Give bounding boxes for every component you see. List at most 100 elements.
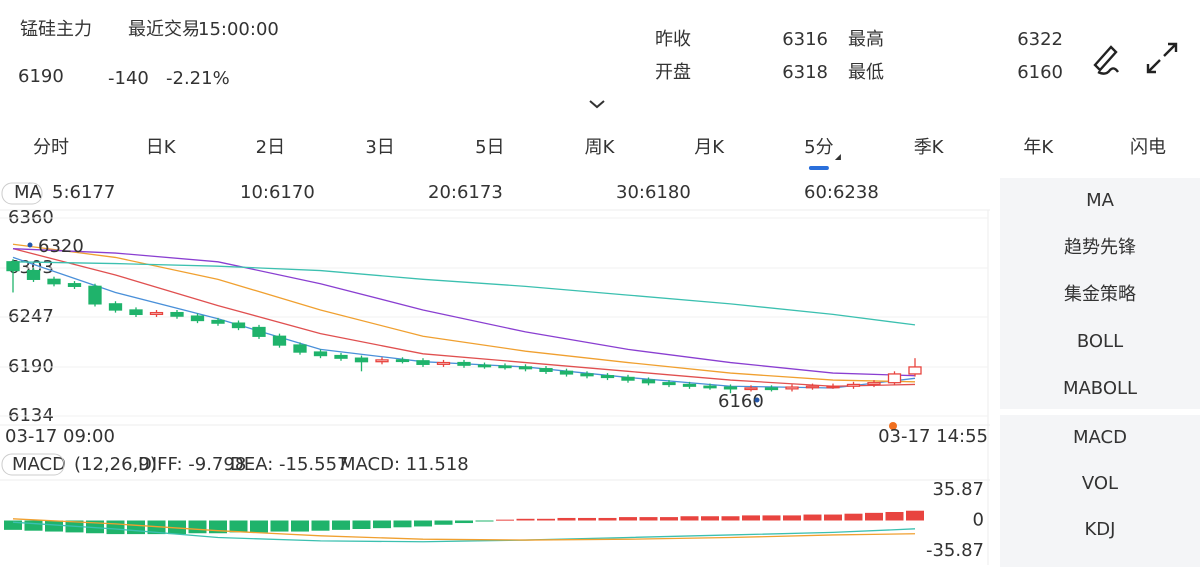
side-menu-item[interactable]: BOLL xyxy=(1077,331,1123,352)
ma-legend: 5:6177 xyxy=(52,182,115,203)
macd-bar xyxy=(291,520,309,532)
candle-body xyxy=(723,386,738,390)
stat-label: 开盘 xyxy=(655,62,691,83)
candle-body xyxy=(88,285,102,305)
macd-bar xyxy=(475,520,494,522)
macd-bar xyxy=(844,513,863,521)
tab[interactable]: 3日 xyxy=(365,137,394,158)
annotation-dot xyxy=(27,242,33,248)
stat-value: 6322 xyxy=(1017,29,1063,50)
candle-body xyxy=(580,373,594,377)
ma-line xyxy=(12,243,916,383)
candle-body xyxy=(498,365,512,369)
candle-body xyxy=(539,368,553,372)
tab[interactable]: 闪电 xyxy=(1130,137,1166,158)
macd-bar xyxy=(311,520,330,531)
tab[interactable]: 月K xyxy=(694,137,725,158)
macd-tick-label: 0 xyxy=(973,510,984,531)
candle-body xyxy=(457,361,471,366)
annotation-dot xyxy=(754,397,760,403)
macd-bar xyxy=(352,520,371,530)
candle-body xyxy=(129,309,143,316)
side-menu-item[interactable]: VOL xyxy=(1082,473,1118,494)
candle-body xyxy=(26,269,41,280)
candle-body xyxy=(395,359,410,363)
side-menu-item[interactable]: KDJ xyxy=(1085,519,1116,540)
candle-body xyxy=(334,354,348,359)
annotation: 6160 xyxy=(718,391,764,412)
macd-bar xyxy=(373,520,391,529)
macd-tick-label: -35.87 xyxy=(926,540,984,561)
candle-body xyxy=(518,366,533,370)
macd-bar xyxy=(639,517,658,521)
macd-legend: MACD xyxy=(12,454,66,475)
macd-bar xyxy=(660,517,678,521)
ma-line xyxy=(12,248,916,387)
macd-line xyxy=(12,521,916,543)
tab[interactable]: 分时 xyxy=(33,137,69,158)
macd-bar xyxy=(803,514,822,521)
macd-bar xyxy=(127,520,145,535)
macd-bar xyxy=(24,520,43,531)
tab[interactable]: 周K xyxy=(585,137,616,158)
candle-body xyxy=(764,387,779,391)
macd-bar xyxy=(414,520,432,527)
tab-caret xyxy=(834,154,841,160)
stat-label: 昨收 xyxy=(655,29,691,50)
ma-line xyxy=(12,248,916,377)
side-menu-item[interactable]: MACD xyxy=(1073,427,1127,448)
candle-body xyxy=(846,383,861,387)
stat-label: 最低 xyxy=(848,62,884,83)
candle-body xyxy=(641,379,656,384)
expand-icon[interactable] xyxy=(589,100,605,109)
macd-bar xyxy=(270,520,289,532)
macd-bar xyxy=(4,520,22,530)
macd-bar xyxy=(721,516,740,521)
tab[interactable]: 年K xyxy=(1023,137,1054,158)
macd-legend: DIFF: -9.798 xyxy=(138,454,246,475)
trade-time: 15:00:00 xyxy=(198,19,279,40)
side-menu-item[interactable]: MA xyxy=(1086,190,1115,211)
macd-bar xyxy=(578,517,596,521)
macd-bar xyxy=(762,515,781,521)
candle-body xyxy=(682,383,697,387)
macd-bar xyxy=(455,520,473,524)
change: -140 xyxy=(108,68,149,89)
ma-legend: 20:6173 xyxy=(428,182,503,203)
tab[interactable]: 季K xyxy=(914,137,945,158)
candle-body xyxy=(600,375,615,379)
candle-body xyxy=(805,385,820,389)
ma-line xyxy=(12,256,916,389)
tab[interactable]: 5分 xyxy=(804,137,833,158)
macd-legend: DEA: -15.557 xyxy=(230,454,349,475)
side-menu-item[interactable]: MABOLL xyxy=(1063,378,1137,399)
macd-bar xyxy=(168,520,186,535)
candle-body xyxy=(354,357,369,363)
side-menu-item[interactable]: 趋势先锋 xyxy=(1064,237,1136,258)
candle-body xyxy=(108,303,123,311)
stat-value: 6160 xyxy=(1017,62,1063,83)
side-menu-item[interactable]: 集金策略 xyxy=(1064,284,1136,305)
macd-bar xyxy=(516,518,535,521)
tab[interactable]: 5日 xyxy=(475,137,504,158)
macd-bar xyxy=(106,520,125,535)
macd-bar xyxy=(537,518,555,521)
macd-bar xyxy=(332,520,350,530)
macd-bar xyxy=(742,515,760,521)
ma-legend: 10:6170 xyxy=(240,182,315,203)
candle-body xyxy=(662,382,676,386)
tab[interactable]: 日K xyxy=(146,137,177,158)
candle-body xyxy=(436,361,451,365)
shrink-icon[interactable] xyxy=(1146,42,1178,74)
annotation: 6320 xyxy=(38,236,84,257)
tab[interactable]: 2日 xyxy=(256,137,285,158)
macd-bar xyxy=(188,520,207,534)
ma-line xyxy=(12,261,916,326)
legend-box xyxy=(1,453,65,476)
candle-body xyxy=(621,376,635,381)
candle-body xyxy=(559,370,574,375)
candle-body xyxy=(908,366,922,375)
draw-icon[interactable] xyxy=(1093,45,1119,75)
price: 6190 xyxy=(18,66,64,87)
